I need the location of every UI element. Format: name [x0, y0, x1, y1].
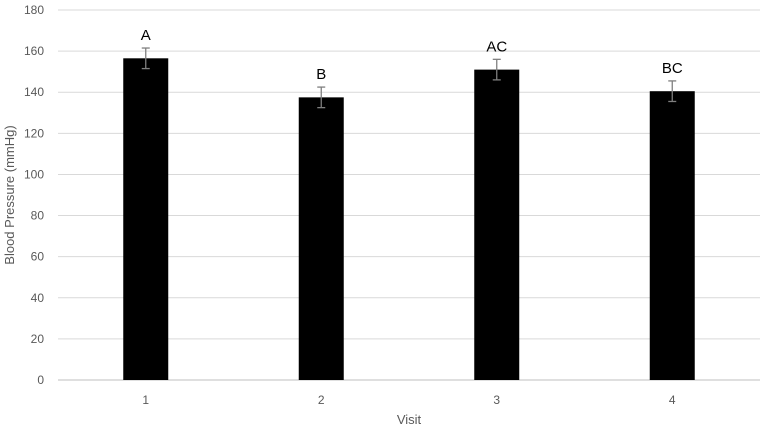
- bar: [123, 58, 169, 381]
- x-tick-label: 4: [669, 393, 676, 407]
- y-tick-label: 160: [24, 44, 44, 58]
- significance-labels: A B AC BC: [141, 27, 683, 83]
- x-axis-ticks: 1 2 3 4: [142, 393, 676, 407]
- error-bar: [492, 58, 501, 81]
- x-axis-title: Visit: [397, 412, 422, 427]
- error-bar: [141, 47, 150, 70]
- significance-label: A: [141, 27, 151, 44]
- y-tick-label: 100: [24, 167, 44, 181]
- y-tick-label: 20: [31, 332, 45, 346]
- y-axis-ticks: 0 20 40 60 80 100 120 140 160 180: [24, 3, 44, 387]
- bars: [123, 58, 695, 381]
- significance-label: AC: [486, 38, 507, 55]
- y-tick-label: 80: [31, 209, 45, 223]
- gridlines: [58, 9, 760, 381]
- y-tick-label: 0: [37, 373, 44, 387]
- x-tick-label: 3: [493, 393, 500, 407]
- y-tick-label: 180: [24, 3, 44, 17]
- error-bar: [317, 86, 326, 109]
- significance-label: B: [316, 66, 326, 83]
- y-tick-label: 120: [24, 126, 44, 140]
- error-bars: [141, 47, 677, 109]
- significance-label: BC: [662, 60, 683, 77]
- bar: [474, 69, 520, 380]
- y-tick-label: 60: [31, 250, 45, 264]
- x-tick-label: 1: [142, 393, 149, 407]
- bar: [649, 91, 695, 380]
- x-tick-label: 2: [318, 393, 325, 407]
- y-tick-label: 140: [24, 85, 44, 99]
- bar: [298, 97, 344, 380]
- error-bar: [668, 80, 677, 103]
- y-tick-label: 40: [31, 291, 45, 305]
- y-axis-title: Blood Pressure (mmHg): [2, 125, 17, 264]
